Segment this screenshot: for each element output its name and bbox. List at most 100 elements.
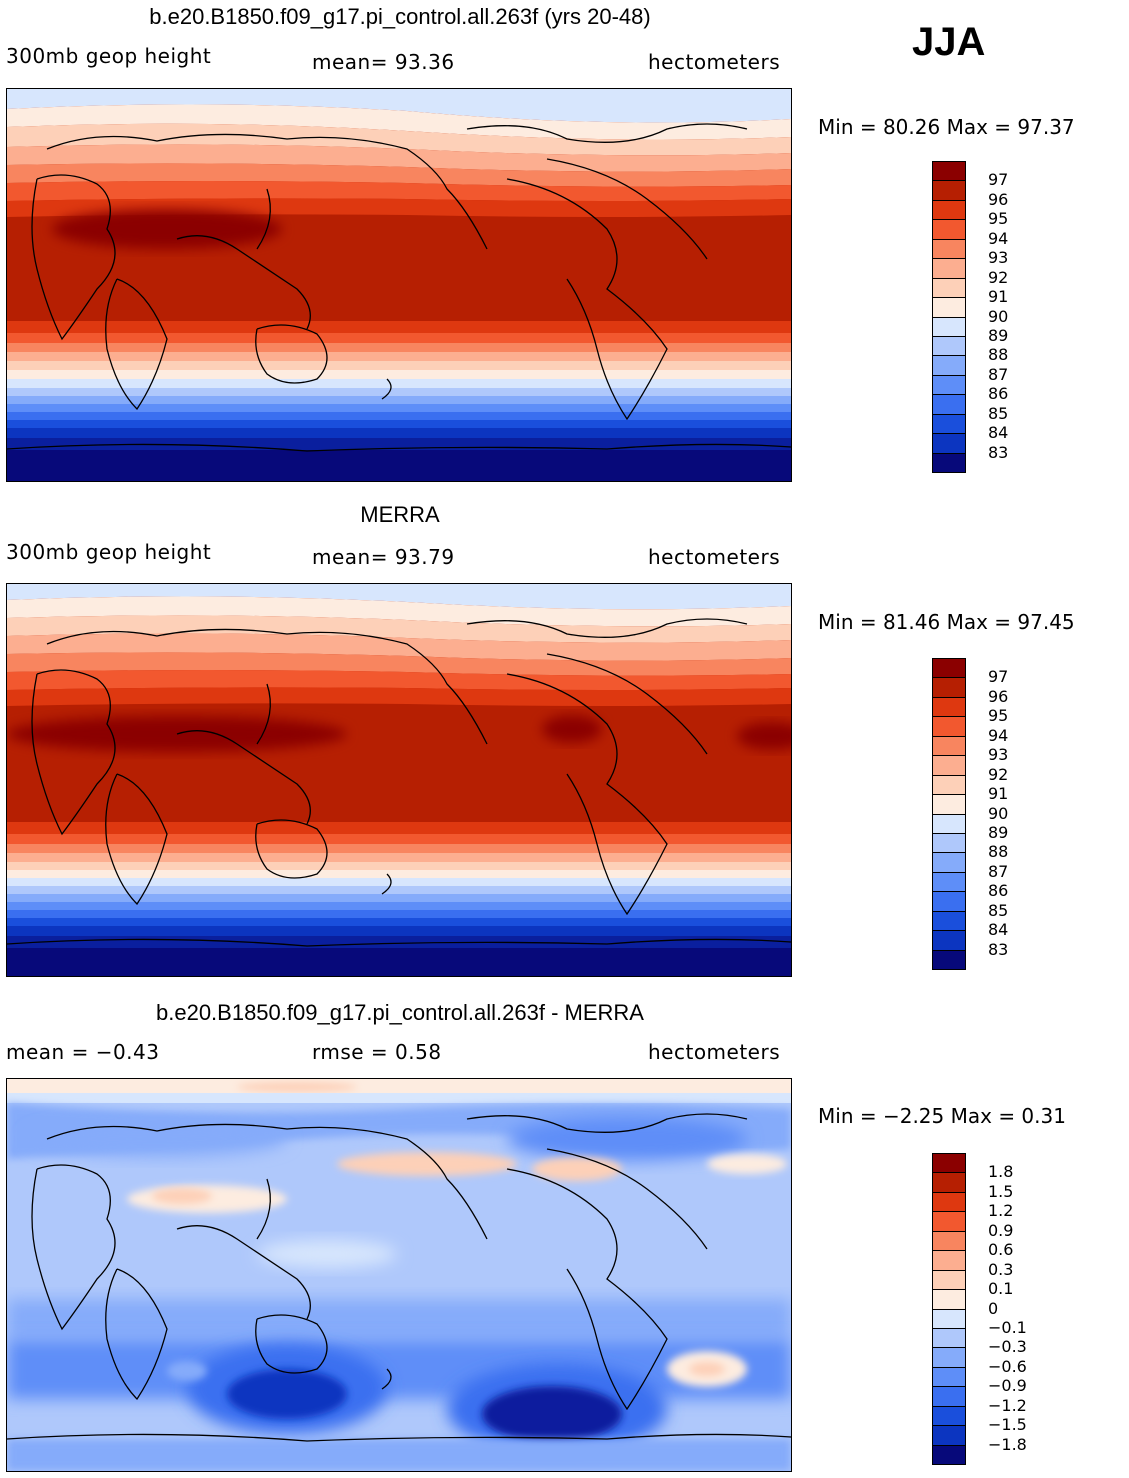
colorbar-tick-label: 94 — [988, 725, 1009, 745]
colorbar-swatch — [932, 832, 966, 854]
season-label: JJA — [912, 20, 986, 64]
panel-diff-minmax: Min = −2.25 Max = 0.31 — [818, 1104, 1066, 1128]
colorbar-swatch — [932, 277, 966, 299]
colorbar-tick-label: −1.2 — [988, 1395, 1027, 1415]
colorbar-tick-label: 87 — [988, 861, 1009, 881]
colorbar-tick-label: 84 — [988, 920, 1009, 940]
panel-obs-map-svg — [7, 584, 791, 976]
colorbar-swatch — [932, 1308, 966, 1329]
panel-model-colorbar — [932, 161, 966, 473]
colorbar-tick-label: 0 — [988, 1298, 999, 1318]
panel-model-variable: 300mb geop height — [6, 44, 212, 68]
panel-model-units: hectometers — [648, 50, 781, 74]
colorbar-swatch — [932, 949, 966, 970]
colorbar-tick-label: 1.5 — [988, 1181, 1014, 1201]
panel-obs-map — [6, 583, 792, 977]
colorbar-swatch — [932, 930, 966, 951]
colorbar-tick-label: 91 — [988, 784, 1009, 804]
colorbar-swatch — [932, 716, 966, 737]
colorbar-swatch — [932, 1269, 966, 1291]
colorbar-swatch — [932, 1172, 966, 1193]
colorbar-tick-label: 0.1 — [988, 1279, 1014, 1299]
panel-diff-units: hectometers — [648, 1040, 781, 1064]
colorbar-swatch — [932, 258, 966, 279]
colorbar-tick-label: −1.5 — [988, 1415, 1027, 1435]
colorbar-tick-label: 86 — [988, 384, 1009, 404]
colorbar-swatch — [932, 413, 966, 435]
colorbar-tick-label: 92 — [988, 267, 1009, 287]
colorbar-swatch — [932, 871, 966, 893]
colorbar-swatch — [932, 199, 966, 221]
colorbar-swatch — [932, 1250, 966, 1271]
colorbar-tick-label: 95 — [988, 706, 1009, 726]
panel-obs-title: MERRA — [360, 502, 440, 527]
colorbar-swatch — [932, 852, 966, 873]
colorbar-tick-label: 91 — [988, 287, 1009, 307]
colorbar-swatch — [932, 1230, 966, 1252]
colorbar-swatch — [932, 677, 966, 698]
colorbar-tick-label: 92 — [988, 764, 1009, 784]
colorbar-swatch — [932, 374, 966, 396]
colorbar-swatch — [932, 1289, 966, 1310]
colorbar-swatch — [932, 1347, 966, 1368]
panel-model-mean: mean= 93.36 — [312, 50, 455, 74]
colorbar-tick-label: 90 — [988, 803, 1009, 823]
colorbar-swatch — [932, 355, 966, 376]
colorbar-swatch — [932, 891, 966, 912]
panel-obs-units: hectometers — [648, 545, 781, 569]
colorbar-tick-label: 86 — [988, 881, 1009, 901]
colorbar-swatch — [932, 1444, 966, 1465]
panel-obs-minmax: Min = 81.46 Max = 97.45 — [818, 610, 1075, 634]
panel-diff-mean: mean = −0.43 — [6, 1040, 160, 1064]
panel-model-title: b.e20.B1850.f09_g17.pi_control.all.263f … — [149, 4, 651, 29]
colorbar-tick-label: 94 — [988, 228, 1009, 248]
panel-model-minmax: Min = 80.26 Max = 97.37 — [818, 115, 1075, 139]
colorbar-swatch — [932, 433, 966, 454]
panel-diff-title: b.e20.B1850.f09_g17.pi_control.all.263f … — [156, 1000, 644, 1025]
colorbar-tick-label: 89 — [988, 325, 1009, 345]
colorbar-swatch — [932, 1327, 966, 1349]
panel-diff-map-svg — [7, 1079, 791, 1471]
colorbar-swatch — [932, 1405, 966, 1427]
colorbar-swatch — [932, 219, 966, 240]
colorbar-tick-label: 95 — [988, 209, 1009, 229]
colorbar-swatch — [932, 1191, 966, 1213]
colorbar-swatch — [932, 335, 966, 357]
colorbar-tick-label: 83 — [988, 939, 1009, 959]
colorbar-tick-label: 89 — [988, 822, 1009, 842]
colorbar-swatch — [932, 794, 966, 815]
panel-obs-mean: mean= 93.79 — [312, 545, 455, 569]
colorbar-tick-label: −1.8 — [988, 1434, 1027, 1454]
colorbar-tick-label: 93 — [988, 745, 1009, 765]
colorbar-swatch — [932, 813, 966, 834]
colorbar-tick-label: 85 — [988, 900, 1009, 920]
colorbar-swatch — [932, 238, 966, 260]
colorbar-tick-label: 87 — [988, 364, 1009, 384]
colorbar-tick-label: 90 — [988, 306, 1009, 326]
colorbar-tick-label: 96 — [988, 686, 1009, 706]
colorbar-tick-label: −0.9 — [988, 1376, 1027, 1396]
colorbar-swatch — [932, 1211, 966, 1232]
colorbar-tick-label: 84 — [988, 423, 1009, 443]
colorbar-tick-label: −0.6 — [988, 1356, 1027, 1376]
colorbar-swatch — [932, 297, 966, 318]
colorbar-tick-label: 1.2 — [988, 1201, 1014, 1221]
colorbar-tick-label: −0.1 — [988, 1317, 1027, 1337]
colorbar-swatch — [932, 910, 966, 932]
colorbar-tick-label: 93 — [988, 248, 1009, 268]
colorbar-tick-label: 0.3 — [988, 1259, 1014, 1279]
colorbar-swatch — [932, 696, 966, 718]
colorbar-tick-label: 83 — [988, 442, 1009, 462]
colorbar-swatch — [932, 180, 966, 201]
colorbar-swatch — [932, 161, 966, 182]
panel-diff-rmse: rmse = 0.58 — [312, 1040, 442, 1064]
colorbar-swatch — [932, 735, 966, 757]
panel-model-map-svg — [7, 89, 791, 481]
colorbar-tick-label: 88 — [988, 345, 1009, 365]
colorbar-swatch — [932, 658, 966, 679]
colorbar-tick-label: 1.8 — [988, 1162, 1014, 1182]
colorbar-swatch — [932, 1153, 966, 1174]
panel-diff-colorbar — [932, 1153, 966, 1465]
colorbar-tick-label: 0.6 — [988, 1240, 1014, 1260]
colorbar-tick-label: 85 — [988, 403, 1009, 423]
